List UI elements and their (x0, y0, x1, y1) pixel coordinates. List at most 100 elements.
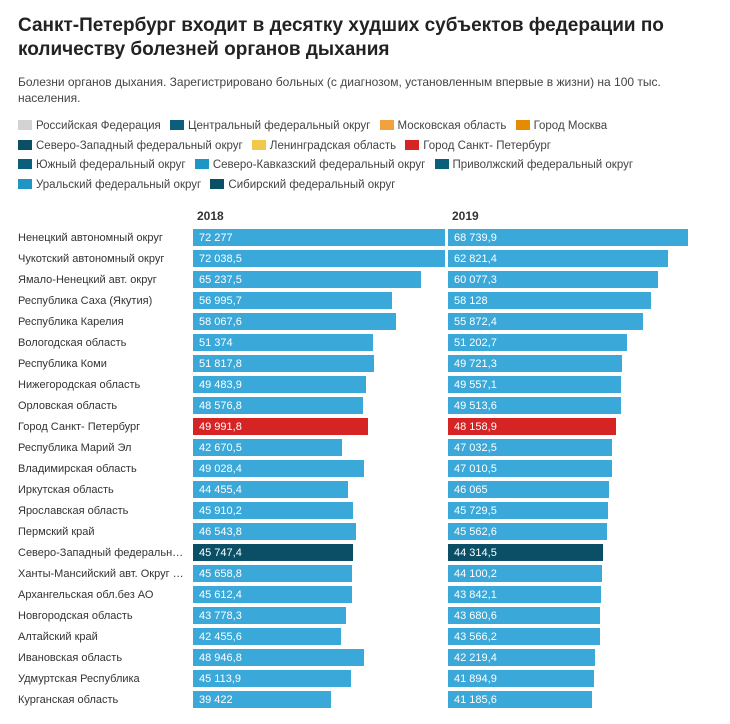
chart-row: Вологодская область51 37451 202,7 (18, 332, 712, 353)
legend-item: Южный федеральный округ (18, 156, 186, 176)
header-spacer (18, 209, 193, 223)
chart-row: Чукотский автономный округ72 038,562 821… (18, 248, 712, 269)
bar: 48 158,9 (448, 418, 616, 435)
bar-cell: 46 065 (448, 481, 703, 498)
bar-cell: 45 612,4 (193, 586, 448, 603)
legend-item: Северо-Западный федеральный округ (18, 137, 243, 157)
bar-cell: 43 680,6 (448, 607, 703, 624)
bar-cell: 45 113,9 (193, 670, 448, 687)
bar-cell: 65 237,5 (193, 271, 448, 288)
chart-rows: Ненецкий автономный округ72 27768 739,9Ч… (18, 227, 712, 710)
chart-row: Ярославская область45 910,245 729,5 (18, 500, 712, 521)
bar: 47 032,5 (448, 439, 612, 456)
chart-subtitle: Болезни органов дыхания. Зарегистрирован… (18, 74, 712, 108)
bar-cell: 58 128 (448, 292, 703, 309)
bar: 45 612,4 (193, 586, 352, 603)
legend-label: Южный федеральный округ (36, 159, 186, 171)
chart-legend: Российская Федерация Центральный федерал… (18, 117, 712, 195)
bar-cell: 49 483,9 (193, 376, 448, 393)
row-label: Чукотский автономный округ (18, 253, 193, 265)
row-label: Республика Карелия (18, 316, 193, 328)
bar: 49 991,8 (193, 418, 368, 435)
bar-cell: 45 729,5 (448, 502, 703, 519)
legend-label: Город Москва (534, 120, 608, 132)
row-label: Город Санкт- Петербург (18, 421, 193, 433)
legend-item: Центральный федеральный округ (170, 117, 370, 137)
bar: 42 670,5 (193, 439, 342, 456)
year-header-row: 2018 2019 (18, 209, 712, 223)
legend-swatch (435, 159, 449, 169)
legend-item: Сибирский федеральный округ (210, 176, 395, 196)
legend-item: Московская область (380, 117, 507, 137)
legend-swatch (195, 159, 209, 169)
bar: 47 010,5 (448, 460, 612, 477)
legend-swatch (18, 120, 32, 130)
bar: 45 729,5 (448, 502, 608, 519)
row-label: Республика Саха (Якутия) (18, 295, 193, 307)
bar-cell: 47 032,5 (448, 439, 703, 456)
bar-cell: 56 995,7 (193, 292, 448, 309)
legend-swatch (380, 120, 394, 130)
legend-swatch (210, 179, 224, 189)
bar: 43 566,2 (448, 628, 600, 645)
bar: 45 113,9 (193, 670, 351, 687)
legend-swatch (18, 140, 32, 150)
bar-cell: 42 670,5 (193, 439, 448, 456)
bar-cell: 72 038,5 (193, 250, 448, 267)
bar: 44 100,2 (448, 565, 602, 582)
bar-cell: 43 566,2 (448, 628, 703, 645)
chart-row: Ивановская область48 946,842 219,4 (18, 647, 712, 668)
year-header-1: 2018 (193, 209, 448, 223)
bar-cell: 46 543,8 (193, 523, 448, 540)
chart-row: Ямало-Ненецкий авт. округ65 237,560 077,… (18, 269, 712, 290)
bar-cell: 55 872,4 (448, 313, 703, 330)
row-label: Владимирская область (18, 463, 193, 475)
bar-cell: 48 576,8 (193, 397, 448, 414)
chart-row: Иркутская область44 455,446 065 (18, 479, 712, 500)
row-label: Ханты-Мансийский авт. Округ - Югра (18, 568, 193, 580)
legend-label: Приволжский федеральный округ (453, 159, 634, 171)
bar-cell: 49 991,8 (193, 418, 448, 435)
bar: 55 872,4 (448, 313, 643, 330)
row-label: Северо-Западный федеральный округ (18, 547, 193, 559)
bar: 44 314,5 (448, 544, 603, 561)
legend-item: Город Москва (516, 117, 608, 137)
bar: 62 821,4 (448, 250, 668, 267)
chart-row: Архангельская обл.без АО45 612,443 842,1 (18, 584, 712, 605)
bar-cell: 44 455,4 (193, 481, 448, 498)
chart-title: Санкт-Петербург входит в десятку худших … (18, 14, 712, 62)
bar: 51 374 (193, 334, 373, 351)
chart-row: Республика Коми51 817,849 721,3 (18, 353, 712, 374)
bar-cell: 51 374 (193, 334, 448, 351)
bar-cell: 49 513,6 (448, 397, 703, 414)
bar: 48 576,8 (193, 397, 363, 414)
legend-label: Ленинградская область (270, 140, 396, 152)
bar-cell: 62 821,4 (448, 250, 703, 267)
bar-cell: 43 778,3 (193, 607, 448, 624)
row-label: Орловская область (18, 400, 193, 412)
chart-row: Северо-Западный федеральный округ45 747,… (18, 542, 712, 563)
bar: 46 543,8 (193, 523, 356, 540)
row-label: Архангельская обл.без АО (18, 589, 193, 601)
chart-row: Республика Карелия58 067,6 55 872,4 (18, 311, 712, 332)
legend-item: Город Санкт- Петербург (405, 137, 551, 157)
bar: 43 778,3 (193, 607, 346, 624)
bar: 45 747,4 (193, 544, 353, 561)
bar: 58 128 (448, 292, 651, 309)
legend-label: Город Санкт- Петербург (423, 140, 551, 152)
row-label: Ямало-Ненецкий авт. округ (18, 274, 193, 286)
chart-row: Нижегородская область49 483,949 557,1 (18, 374, 712, 395)
row-label: Алтайский край (18, 631, 193, 643)
bar: 49 483,9 (193, 376, 366, 393)
row-label: Нижегородская область (18, 379, 193, 391)
bar: 58 067,6 (193, 313, 396, 330)
bar-cell: 49 721,3 (448, 355, 703, 372)
year-header-2: 2019 (448, 209, 703, 223)
bar-cell: 44 314,5 (448, 544, 703, 561)
bar: 42 219,4 (448, 649, 595, 666)
bar-cell: 44 100,2 (448, 565, 703, 582)
bar: 45 658,8 (193, 565, 352, 582)
row-label: Республика Коми (18, 358, 193, 370)
bar: 45 562,6 (448, 523, 607, 540)
legend-swatch (516, 120, 530, 130)
